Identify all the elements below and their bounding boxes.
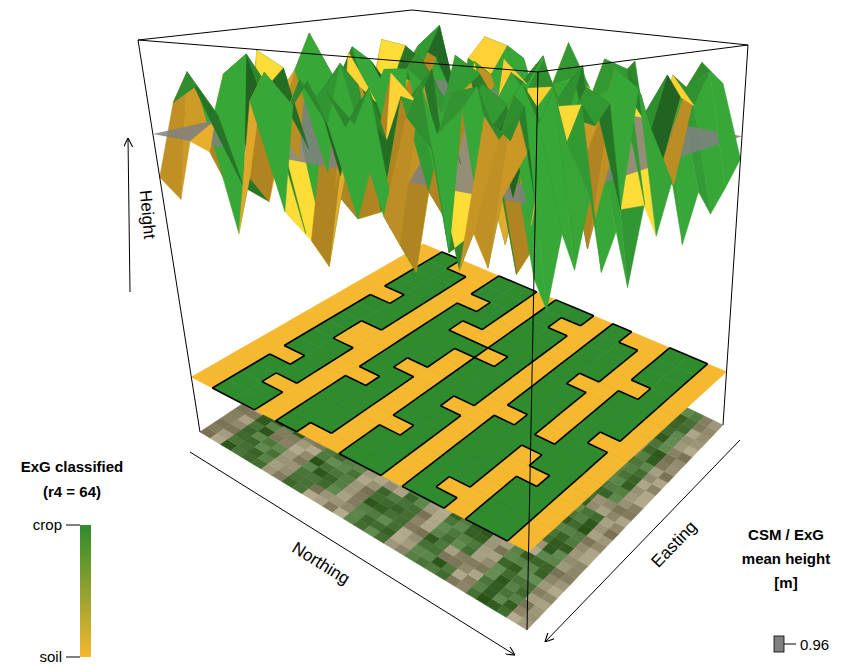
svg-text:(r4 = 64): (r4 = 64)	[43, 483, 101, 500]
svg-text:[m]: [m]	[774, 574, 797, 591]
svg-text:crop: crop	[33, 516, 62, 533]
svg-text:Northing: Northing	[289, 538, 354, 588]
svg-text:soil: soil	[39, 648, 62, 665]
svg-text:mean height: mean height	[742, 550, 830, 567]
svg-text:Height: Height	[136, 189, 159, 240]
svg-text:0.96: 0.96	[800, 636, 829, 653]
svg-text:CSM / ExG: CSM / ExG	[748, 526, 824, 543]
svg-text:Easting: Easting	[648, 517, 701, 571]
svg-text:ExG classified: ExG classified	[21, 458, 124, 475]
